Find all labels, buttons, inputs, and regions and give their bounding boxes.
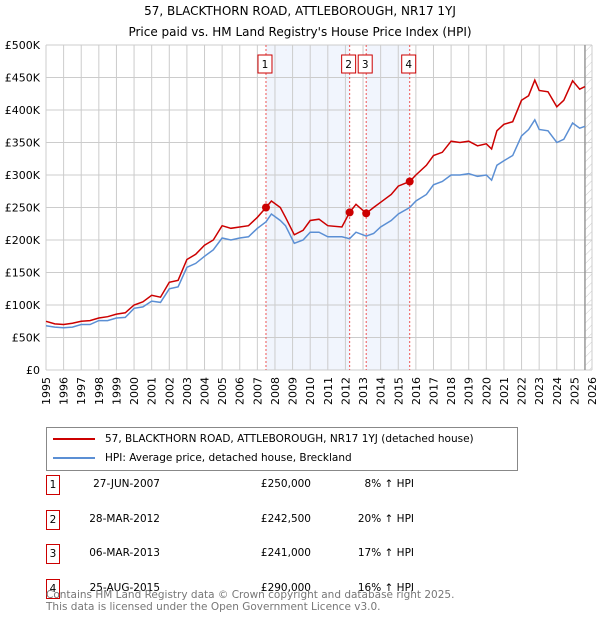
- sale-number: 1: [46, 475, 60, 495]
- x-tick-label: 2019: [463, 377, 476, 405]
- legend-item-property: 57, BLACKTHORN ROAD, ATTLEBOROUGH, NR17 …: [53, 433, 474, 445]
- chart-subtitle: Price paid vs. HM Land Registry's House …: [128, 25, 471, 39]
- x-tick-label: 2009: [287, 377, 300, 405]
- price-chart: 57, BLACKTHORN ROAD, ATTLEBOROUGH, NR17 …: [5, 4, 599, 405]
- sale-date: 06-MAR-2013: [89, 547, 160, 559]
- sale-label-box: [257, 54, 273, 74]
- x-tick-label: 2025: [568, 377, 581, 405]
- x-tick-label: 1999: [110, 377, 123, 405]
- footer-attribution: Contains HM Land Registry data © Crown c…: [46, 589, 454, 613]
- x-tick-label: 2024: [551, 377, 564, 405]
- sale-hpi-diff: 20% ↑ HPI: [357, 512, 414, 525]
- x-tick-label: 2007: [251, 377, 264, 405]
- y-tick-label: £50K: [12, 332, 41, 345]
- y-tick-label: £500K: [5, 39, 41, 52]
- sale-row: 1 27-JUN-2007 £250,000 8% ↑ HPI: [46, 475, 546, 495]
- sale-number: 4: [46, 578, 60, 599]
- chart-legend: 57, BLACKTHORN ROAD, ATTLEBOROUGH, NR17 …: [46, 427, 518, 471]
- x-tick-label: 1996: [58, 377, 71, 405]
- sale-point: [405, 177, 414, 186]
- sale-number: 2: [46, 509, 60, 530]
- x-tick-label: 1997: [75, 377, 88, 405]
- y-tick-label: £200K: [5, 234, 41, 247]
- legend-blue-line: [53, 457, 95, 459]
- sale-label-box: [341, 54, 357, 74]
- x-tick-label: 2012: [339, 377, 352, 405]
- sale-date: 28-MAR-2012: [89, 512, 160, 525]
- sale-row: 2 28-MAR-2012 £242,500 20% ↑ HPI: [46, 509, 546, 530]
- sale-price: £241,000: [260, 547, 311, 559]
- sale-point: [362, 209, 371, 218]
- x-tick-label: 2000: [128, 377, 141, 405]
- x-tick-label: 2006: [234, 377, 247, 405]
- footer-line: This data is licensed under the Open Gov…: [46, 601, 381, 613]
- chart-title: 57, BLACKTHORN ROAD, ATTLEBOROUGH, NR17 …: [144, 4, 456, 18]
- x-tick-label: 2022: [516, 377, 529, 405]
- sale-price: £242,500: [260, 512, 311, 525]
- x-tick-label: 2004: [199, 377, 212, 405]
- x-tick-label: 2026: [586, 377, 599, 405]
- sale-label-box: [357, 54, 373, 74]
- sale-point: [261, 203, 270, 212]
- sale-price: £290,000: [260, 581, 311, 594]
- sale-hpi-diff: 8% ↑ HPI: [364, 478, 414, 490]
- y-tick-label: £450K: [5, 72, 41, 85]
- y-tick-label: £100K: [5, 299, 41, 312]
- x-tick-label: 2014: [375, 377, 388, 405]
- x-tick-label: 2008: [269, 377, 282, 405]
- x-tick-label: 2002: [163, 377, 176, 405]
- x-tick-label: 2020: [480, 377, 493, 405]
- x-tick-label: 2010: [304, 377, 317, 405]
- legend-item-hpi: HPI: Average price, detached house, Brec…: [53, 452, 352, 464]
- y-tick-label: £0: [26, 364, 40, 377]
- legend-label: 57, BLACKTHORN ROAD, ATTLEBOROUGH, NR17 …: [105, 433, 474, 445]
- sale-date: 25-AUG-2015: [89, 581, 160, 594]
- sale-date: 27-JUN-2007: [93, 478, 160, 490]
- x-tick-label: 2016: [410, 377, 423, 405]
- series-line: [45, 118, 586, 329]
- x-tick-label: 2011: [322, 377, 335, 405]
- x-tick-label: 2015: [392, 377, 405, 405]
- y-tick-label: £150K: [5, 267, 41, 280]
- legend-label: HPI: Average price, detached house, Brec…: [105, 452, 352, 464]
- sale-row: 4 25-AUG-2015 £290,000 16% ↑ HPI: [46, 578, 546, 599]
- y-tick-label: £350K: [5, 137, 41, 150]
- sale-hpi-diff: 16% ↑ HPI: [357, 581, 414, 594]
- y-tick-label: £250K: [5, 202, 41, 215]
- x-tick-label: 2017: [427, 377, 440, 405]
- sale-label: 4: [405, 59, 412, 71]
- sale-point: [345, 208, 354, 217]
- sale-number: 3: [46, 544, 60, 564]
- footer-line: Contains HM Land Registry data © Crown c…: [46, 589, 455, 601]
- sale-label: 2: [345, 59, 352, 71]
- x-tick-label: 1995: [40, 377, 53, 405]
- x-tick-label: 2001: [146, 377, 159, 405]
- x-tick-label: 1998: [93, 377, 106, 405]
- sale-label-box: [401, 54, 417, 74]
- series-line: [45, 78, 586, 326]
- x-tick-label: 2003: [181, 377, 194, 405]
- x-tick-label: 2005: [216, 377, 229, 405]
- x-tick-label: 2021: [498, 377, 511, 405]
- legend-red-line: [53, 438, 95, 440]
- x-tick-label: 2018: [445, 377, 458, 405]
- sale-label: 3: [362, 59, 369, 71]
- x-tick-label: 2023: [533, 377, 546, 405]
- sale-hpi-diff: 17% ↑ HPI: [357, 547, 414, 559]
- sale-price: £250,000: [260, 478, 311, 490]
- x-tick-label: 2013: [357, 377, 370, 405]
- y-tick-label: £300K: [5, 169, 41, 182]
- y-tick-label: £400K: [5, 104, 41, 117]
- sale-row: 3 06-MAR-2013 £241,000 17% ↑ HPI: [46, 544, 546, 564]
- sale-label: 1: [262, 59, 269, 71]
